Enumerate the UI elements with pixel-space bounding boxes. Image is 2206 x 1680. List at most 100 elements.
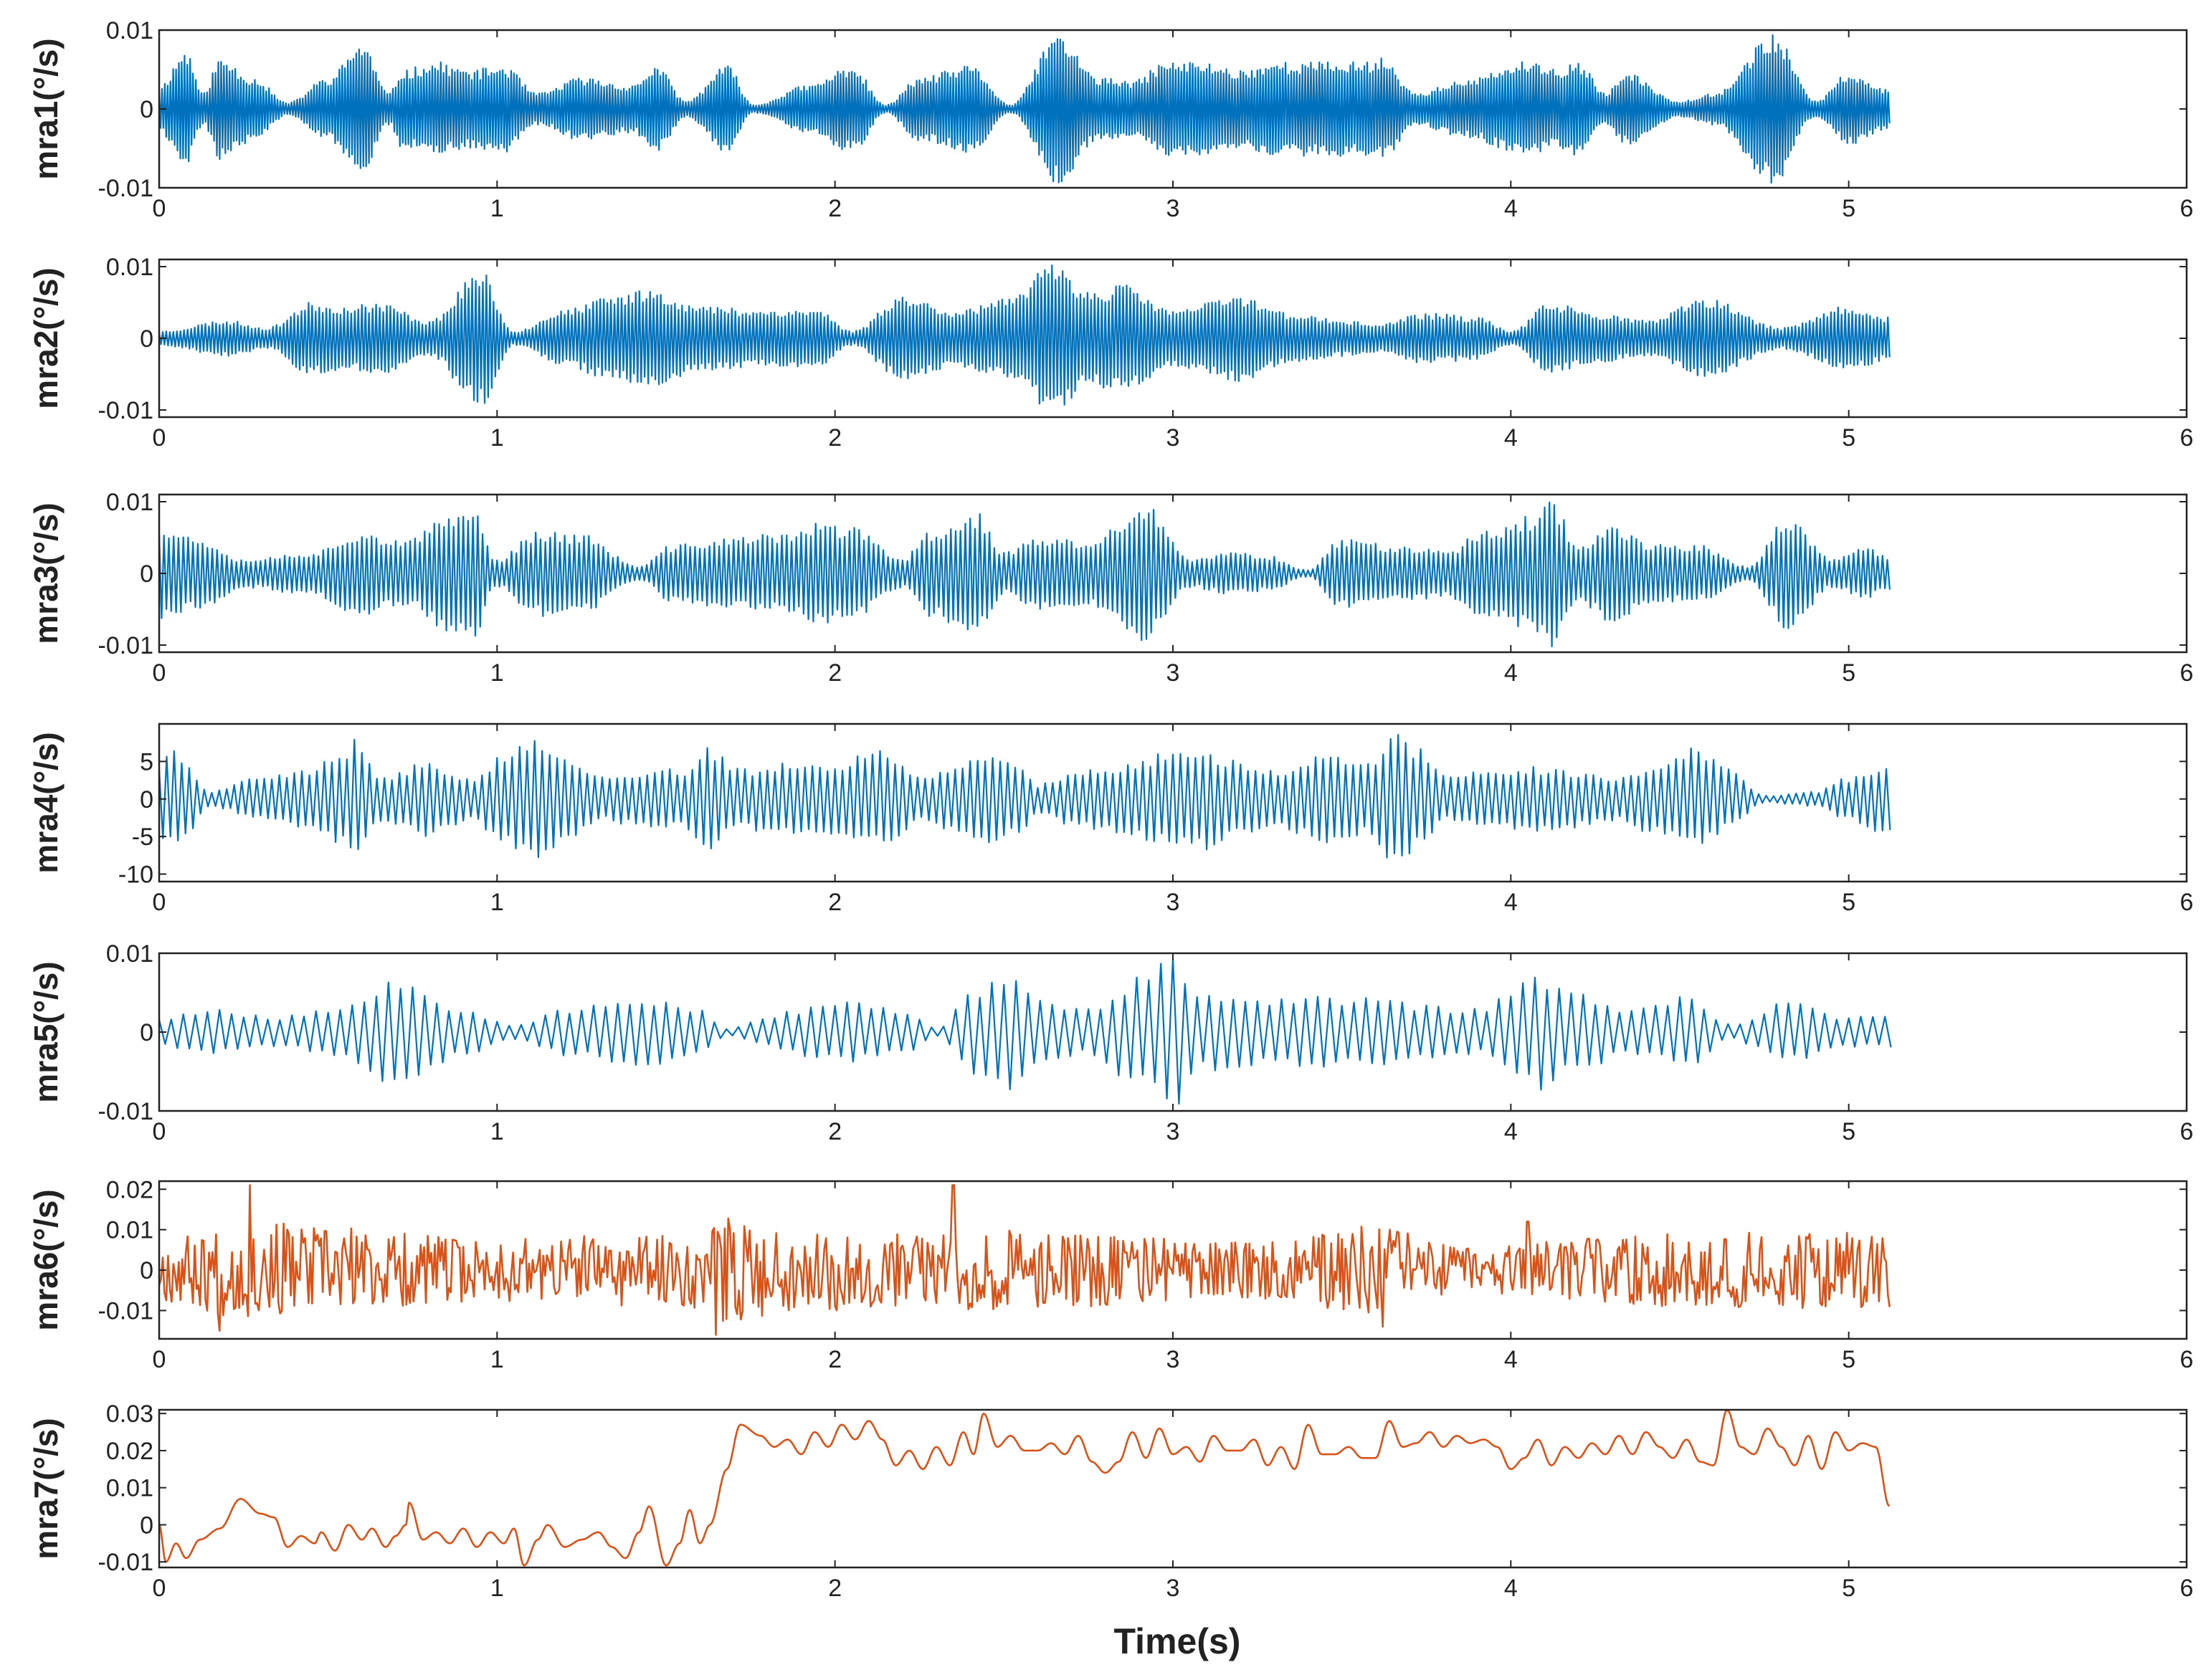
plot-area <box>159 953 2187 1111</box>
y-tick-label: -5 <box>132 824 153 851</box>
x-tick-label: 3 <box>1166 659 1180 687</box>
y-tick-label: 0 <box>140 1257 153 1284</box>
x-tick-label: 0 <box>153 1118 166 1145</box>
x-axis-label: Time(s) <box>1114 1621 1241 1661</box>
y-tick-label: 0 <box>140 1512 153 1539</box>
y-tick-label: 0.01 <box>106 1217 153 1244</box>
x-tick-label: 3 <box>1166 195 1180 222</box>
y-axis-label: mra7(°/s) <box>27 1418 65 1559</box>
x-tick-label: 2 <box>828 1346 842 1373</box>
y-tick-label: -0.01 <box>98 397 154 424</box>
x-tick-label: 1 <box>490 1575 504 1602</box>
y-tick-label: 0.01 <box>106 254 153 281</box>
x-tick-label: 1 <box>490 195 504 222</box>
x-tick-label: 5 <box>1842 659 1855 687</box>
x-tick-label: 6 <box>2180 1346 2194 1373</box>
x-tick-label: 4 <box>1504 1575 1518 1602</box>
x-tick-label: 6 <box>2180 1575 2194 1602</box>
x-tick-label: 2 <box>828 1575 842 1602</box>
x-tick-label: 0 <box>153 424 166 452</box>
y-tick-label: 0 <box>140 560 153 588</box>
plot-area <box>159 1410 2187 1567</box>
series-line-3 <box>159 501 1891 648</box>
x-tick-label: 2 <box>828 1118 842 1145</box>
x-tick-label: 4 <box>1504 1346 1518 1373</box>
y-tick-label: 0 <box>140 786 153 813</box>
y-tick-label: 0.02 <box>106 1438 153 1465</box>
x-tick-label: 2 <box>828 424 842 452</box>
y-tick-label: 0 <box>140 1019 153 1046</box>
y-tick-label: 0.02 <box>106 1176 153 1203</box>
y-tick-label: -0.01 <box>98 175 154 202</box>
x-tick-label: 2 <box>828 659 842 687</box>
x-tick-label: 2 <box>828 889 842 916</box>
y-tick-label: -0.01 <box>98 1098 154 1125</box>
x-tick-label: 3 <box>1166 1346 1180 1373</box>
x-tick-label: 0 <box>153 195 166 222</box>
x-tick-label: 6 <box>2180 1118 2194 1145</box>
x-tick-label: 5 <box>1842 1118 1855 1145</box>
y-tick-label: 5 <box>140 748 153 775</box>
x-tick-label: 4 <box>1504 195 1518 222</box>
series-line-7 <box>159 1410 1891 1567</box>
x-tick-label: 2 <box>828 195 842 222</box>
series-line-4 <box>159 733 1891 859</box>
y-axis-label: mra1(°/s) <box>27 38 65 179</box>
x-tick-label: 0 <box>153 1575 166 1602</box>
y-tick-label: 0.01 <box>106 1475 153 1502</box>
x-tick-label: 0 <box>153 1346 166 1373</box>
y-tick-label: -10 <box>118 862 153 889</box>
x-tick-label: 0 <box>153 889 166 916</box>
x-tick-label: 6 <box>2180 424 2194 452</box>
y-tick-label: -0.01 <box>98 1549 154 1576</box>
series-line-6 <box>159 1184 1891 1336</box>
x-tick-label: 6 <box>2180 195 2194 222</box>
x-tick-label: 4 <box>1504 659 1518 687</box>
y-tick-label: 0.03 <box>106 1400 153 1428</box>
y-tick-label: 0.01 <box>106 17 153 44</box>
y-axis-label: mra5(°/s) <box>27 961 65 1102</box>
y-tick-label: 0.01 <box>106 489 153 516</box>
x-tick-label: 1 <box>490 659 504 687</box>
x-tick-label: 5 <box>1842 1346 1855 1373</box>
x-tick-label: 6 <box>2180 659 2194 687</box>
x-tick-label: 6 <box>2180 889 2194 916</box>
x-tick-label: 0 <box>153 659 166 687</box>
x-tick-label: 1 <box>490 889 504 916</box>
y-axis-label: mra2(°/s) <box>27 267 65 409</box>
x-tick-label: 3 <box>1166 424 1180 452</box>
plot-area <box>159 495 2187 652</box>
x-tick-label: 5 <box>1842 1575 1855 1602</box>
x-tick-label: 5 <box>1842 424 1855 452</box>
x-tick-label: 1 <box>490 1118 504 1145</box>
plot-area <box>159 724 2187 882</box>
y-tick-label: 0.01 <box>106 940 153 968</box>
x-tick-label: 1 <box>490 1346 504 1373</box>
x-tick-label: 5 <box>1842 889 1855 916</box>
x-tick-label: 4 <box>1504 889 1518 916</box>
x-tick-label: 3 <box>1166 889 1180 916</box>
y-axis-label: mra4(°/s) <box>27 732 65 873</box>
series-line-2 <box>159 264 1891 406</box>
y-tick-label: -0.01 <box>98 632 154 659</box>
series-line-1 <box>159 34 1891 184</box>
series-line-5 <box>159 958 1892 1105</box>
y-tick-label: 0 <box>140 96 153 123</box>
x-tick-label: 3 <box>1166 1575 1180 1602</box>
subplot-4: 0 1 2 3 4 5 6 -10 -5 0 5 mra4(°/s) <box>27 722 2194 916</box>
x-tick-label: 3 <box>1166 1118 1180 1145</box>
y-axis-label: mra6(°/s) <box>27 1189 65 1330</box>
y-tick-label: 0 <box>140 325 153 353</box>
x-tick-label: 1 <box>490 424 504 452</box>
y-axis-label: mra3(°/s) <box>27 502 65 644</box>
subplot-6: 0 1 2 3 4 5 6 -0.01 0 0.01 0.02 mra6(°/s) <box>27 1176 2193 1373</box>
plot-area <box>159 259 2187 417</box>
y-tick-label: -0.01 <box>98 1298 154 1325</box>
x-tick-label: 4 <box>1504 424 1518 452</box>
